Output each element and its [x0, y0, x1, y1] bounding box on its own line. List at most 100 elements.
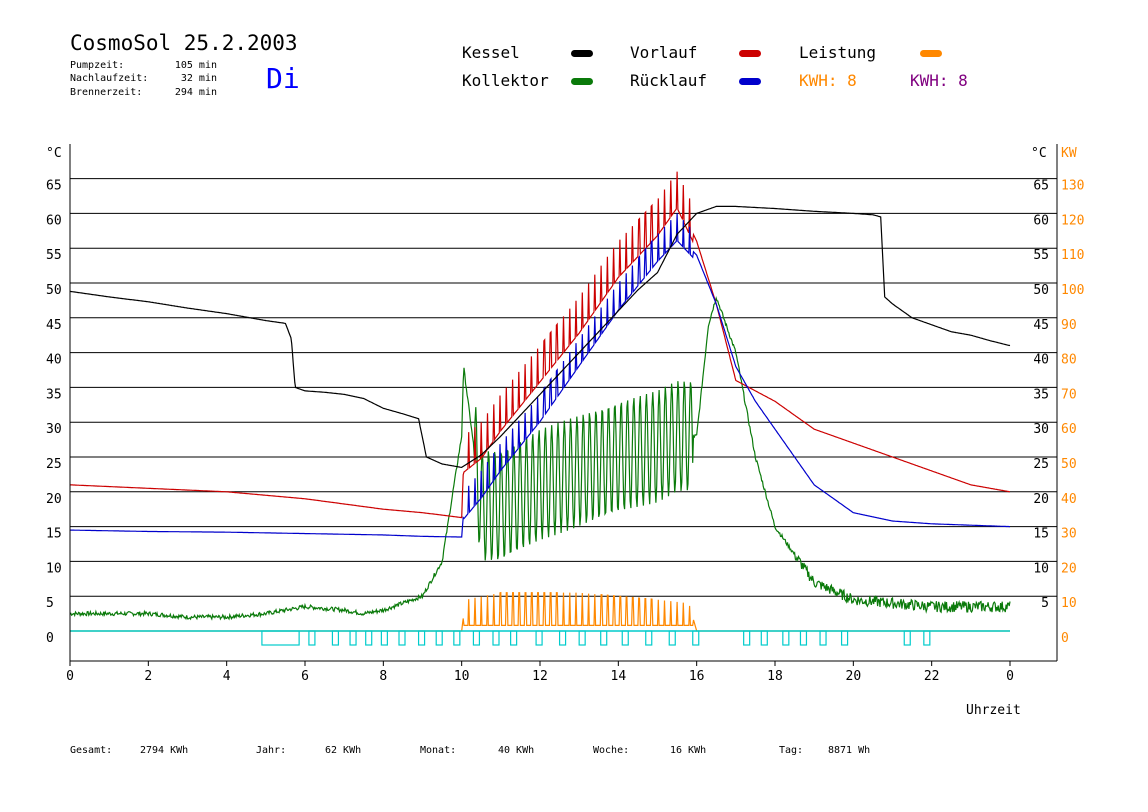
y-tick-right-kw: 120 [1061, 213, 1084, 228]
x-tick-label: 20 [846, 669, 862, 684]
y-tick-right-kw: 90 [1061, 318, 1077, 333]
y-tick-right-kw: 100 [1061, 283, 1084, 298]
pump-pulse [349, 630, 357, 646]
tick-labels: 0510152025303540455055606551015202530354… [46, 179, 1084, 684]
pump-pulse [453, 630, 461, 646]
legend-vorlauf-swatch [739, 50, 761, 57]
pump-block [261, 630, 300, 646]
y-tick-right-kw: 40 [1061, 492, 1077, 507]
y-tick-left: 50 [46, 283, 62, 298]
legend-ruecklauf: Rücklauf [630, 71, 707, 90]
y-tick-right-c: 10 [1033, 561, 1049, 576]
pump-pulse [923, 630, 931, 646]
pump-pulse [308, 630, 316, 646]
pump-pulse [600, 630, 608, 646]
y-tick-right-kw: 110 [1061, 248, 1084, 263]
series-group [69, 171, 1011, 632]
nachlauf-label: Nachlaufzeit: [70, 73, 148, 84]
y-tick-right-kw: 130 [1061, 179, 1084, 194]
y-tick-right-c: 40 [1033, 353, 1049, 368]
footer-gesamt-value: 2794 KWh [140, 745, 188, 756]
grid-lines [70, 178, 1057, 597]
y-tick-right-c: 60 [1033, 213, 1049, 228]
weekday-label: Di [266, 62, 300, 95]
pump-pulse [692, 630, 700, 646]
y-tick-right-c: 35 [1033, 387, 1049, 402]
y-axis-label-right-c: °C [1031, 146, 1047, 161]
legend-vorlauf: Vorlauf [630, 43, 697, 62]
pump-pulse [510, 630, 518, 646]
legend-kessel: Kessel [462, 43, 520, 62]
y-tick-left: 55 [46, 248, 62, 263]
y-tick-left: 5 [46, 596, 54, 611]
y-tick-left: 60 [46, 213, 62, 228]
x-tick-label: 10 [454, 669, 470, 684]
footer-jahr-value: 62 KWh [325, 745, 361, 756]
plot-frame [69, 144, 1058, 662]
pump-pulse [331, 630, 340, 646]
pump-pulse [435, 630, 443, 646]
legend-kollektor: Kollektor [462, 71, 549, 90]
pump-pulse [417, 630, 426, 646]
pump-label: Pumpzeit: [70, 60, 124, 71]
x-tick-label: 6 [301, 669, 309, 684]
pump-pulse [621, 630, 629, 646]
series-vorlauf [69, 171, 1011, 519]
x-tick-label: 0 [66, 669, 74, 684]
y-tick-left: 15 [46, 527, 62, 542]
x-tick-label: 8 [379, 669, 387, 684]
legend-kwh-purple: KWH: 8 [910, 71, 968, 90]
y-tick-left: 65 [46, 179, 62, 194]
pump-pulse [668, 630, 676, 646]
footer-woche-label: Woche: [593, 745, 629, 756]
y-tick-right-c: 5 [1041, 596, 1049, 611]
pump-pulse [380, 630, 388, 646]
x-tick-label: 14 [611, 669, 627, 684]
y-tick-right-c: 45 [1033, 318, 1049, 333]
pump-pulse [743, 630, 751, 646]
footer-jahr-label: Jahr: [256, 745, 286, 756]
pump-pulse [819, 630, 827, 646]
legend-leistung: Leistung [799, 43, 876, 62]
pump-pulse [645, 630, 653, 646]
y-tick-right-kw: 70 [1061, 387, 1077, 402]
legend-kwh-orange: KWH: 8 [799, 71, 857, 90]
series-kollektor [69, 295, 1011, 621]
x-tick-label: 2 [144, 669, 152, 684]
y-tick-right-kw: 30 [1061, 527, 1077, 542]
x-tick-label: 0 [1006, 669, 1014, 684]
y-tick-right-kw: 20 [1061, 561, 1077, 576]
pump-pulse [578, 630, 586, 646]
y-tick-right-c: 50 [1033, 283, 1049, 298]
x-tick-label: 22 [924, 669, 940, 684]
pump-value: 105 min [175, 60, 217, 71]
pump-pulse [558, 630, 567, 646]
footer-tag-value: 8871 Wh [828, 745, 870, 756]
series-kessel [69, 205, 1011, 469]
pump-pulse [398, 630, 406, 646]
chart-title: CosmoSol 25.2.2003 [70, 31, 298, 55]
y-tick-right-kw: 80 [1061, 353, 1077, 368]
nachlauf-value: 32 min [181, 73, 217, 84]
x-axis-label: Uhrzeit [966, 703, 1021, 718]
footer-tag-label: Tag: [779, 745, 803, 756]
x-tick-label: 12 [532, 669, 548, 684]
x-tick-label: 18 [767, 669, 783, 684]
y-tick-left: 30 [46, 422, 62, 437]
pump-indicator [261, 630, 931, 646]
pump-pulse [799, 630, 808, 646]
series-ruecklauf [70, 213, 1010, 538]
pump-pulse [760, 630, 768, 646]
pump-pulse [782, 630, 790, 646]
footer-gesamt-label: Gesamt: [70, 745, 112, 756]
y-tick-left: 10 [46, 561, 62, 576]
y-tick-left: 40 [46, 353, 62, 368]
legend-ruecklauf-swatch [739, 78, 761, 85]
y-tick-right-c: 65 [1033, 179, 1049, 194]
pump-pulse [840, 630, 849, 646]
y-tick-right-kw: 10 [1061, 596, 1077, 611]
y-tick-right-c: 55 [1033, 248, 1049, 263]
y-tick-right-kw: 0 [1061, 631, 1069, 646]
pump-pulse [492, 630, 500, 646]
pump-pulse [903, 630, 911, 646]
